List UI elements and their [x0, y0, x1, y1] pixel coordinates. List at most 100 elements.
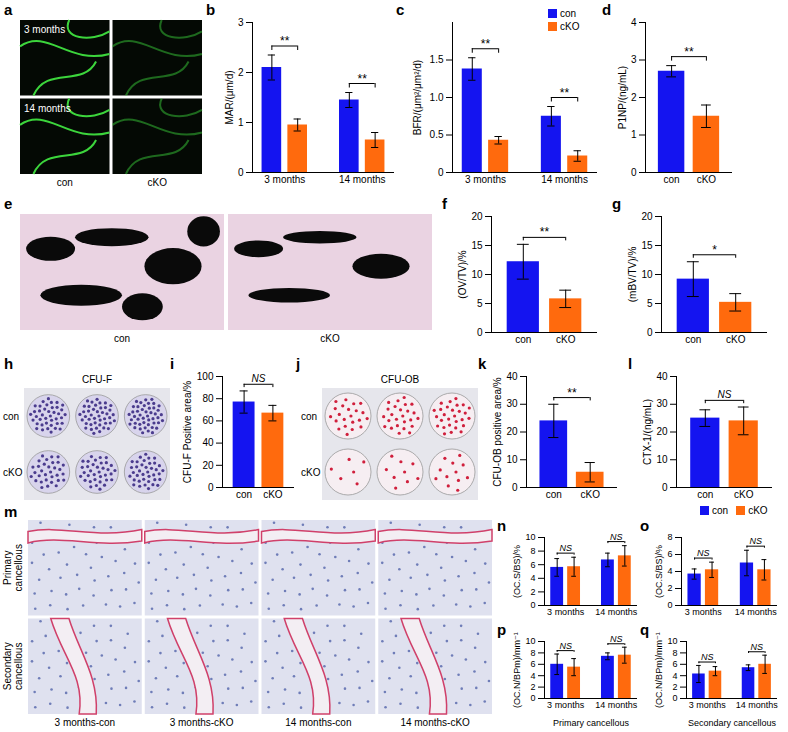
- svg-text:3 months-cKO: 3 months-cKO: [170, 717, 234, 728]
- svg-text:Secondarycancellous: Secondarycancellous: [2, 642, 24, 690]
- svg-text:(mBV/TV)/%: (mBV/TV)/%: [627, 247, 638, 303]
- svg-text:CFU-OB: CFU-OB: [381, 374, 420, 385]
- svg-text:Primary cancellous: Primary cancellous: [553, 718, 630, 728]
- svg-text:20: 20: [471, 211, 483, 222]
- svg-text:cKO: cKO: [734, 489, 754, 500]
- svg-text:NS: NS: [559, 543, 572, 553]
- svg-text:**: **: [481, 37, 491, 51]
- svg-text:con: con: [546, 489, 562, 500]
- svg-text:10: 10: [525, 532, 535, 542]
- svg-text:cKO: cKO: [697, 174, 717, 185]
- svg-text:3 months: 3 months: [689, 700, 727, 710]
- svg-text:14 months: 14 months: [736, 700, 779, 710]
- svg-text:6: 6: [672, 659, 677, 669]
- svg-text:2: 2: [530, 682, 535, 692]
- svg-text:3 months: 3 months: [547, 700, 585, 710]
- svg-text:6: 6: [530, 659, 535, 669]
- svg-text:NS: NS: [751, 642, 764, 652]
- svg-text:20: 20: [656, 426, 668, 437]
- svg-text:**: **: [540, 225, 550, 239]
- svg-text:CTX-1/(ng/mL): CTX-1/(ng/mL): [642, 399, 653, 465]
- svg-text:0: 0: [238, 167, 244, 178]
- svg-text:cKO: cKO: [726, 334, 746, 345]
- svg-text:con: con: [114, 333, 130, 344]
- svg-text:NS: NS: [701, 652, 714, 662]
- svg-text:10: 10: [471, 269, 483, 280]
- svg-text:20: 20: [506, 426, 518, 437]
- svg-text:con: con: [664, 174, 680, 185]
- svg-text:40: 40: [202, 437, 214, 448]
- svg-text:1.0: 1.0: [430, 92, 444, 103]
- svg-text:CFU-F: CFU-F: [82, 374, 112, 385]
- svg-text:con: con: [236, 489, 252, 500]
- svg-text:10: 10: [506, 454, 518, 465]
- svg-text:con: con: [697, 489, 713, 500]
- svg-text:8: 8: [530, 546, 535, 556]
- svg-text:NS: NS: [610, 532, 623, 542]
- svg-text:Secondary cancellous: Secondary cancellous: [688, 718, 777, 728]
- svg-text:3 months: 3 months: [24, 24, 65, 35]
- svg-text:5: 5: [647, 298, 653, 309]
- svg-text:3 months: 3 months: [547, 607, 585, 617]
- svg-text:1.5: 1.5: [430, 54, 444, 65]
- svg-text:100: 100: [197, 371, 214, 382]
- svg-text:14 months: 14 months: [24, 103, 71, 114]
- svg-text:*: *: [712, 243, 717, 257]
- svg-text:NS: NS: [252, 373, 266, 384]
- svg-text:20: 20: [202, 460, 214, 471]
- svg-text:NS: NS: [718, 389, 732, 400]
- svg-text:MAR/(μm/d): MAR/(μm/d): [224, 70, 235, 124]
- svg-text:14 months: 14 months: [595, 607, 638, 617]
- svg-text:(OC.N/BPm)/mm⁻¹: (OC.N/BPm)/mm⁻¹: [654, 632, 664, 708]
- svg-text:0: 0: [672, 693, 677, 703]
- svg-text:15: 15: [471, 240, 483, 251]
- svg-text:14 months: 14 months: [595, 700, 638, 710]
- svg-text:0: 0: [208, 482, 214, 493]
- svg-text:0: 0: [512, 482, 518, 493]
- svg-text:6: 6: [530, 560, 535, 570]
- svg-text:NS: NS: [559, 641, 572, 651]
- svg-text:60: 60: [202, 415, 214, 426]
- svg-text:cKO: cKO: [580, 489, 600, 500]
- svg-text:2: 2: [672, 682, 677, 692]
- svg-text:10: 10: [641, 269, 653, 280]
- svg-text:(OC.S/BS)/%: (OC.S/BS)/%: [654, 545, 664, 598]
- svg-text:CFU-F Positive area/%: CFU-F Positive area/%: [182, 381, 193, 483]
- svg-text:CFU-OB positive area/%: CFU-OB positive area/%: [492, 377, 503, 487]
- svg-text:14 months: 14 months: [735, 607, 778, 617]
- svg-text:cKO: cKO: [263, 489, 283, 500]
- svg-text:4: 4: [530, 573, 535, 583]
- svg-text:cKO: cKO: [320, 333, 340, 344]
- svg-text:2: 2: [631, 92, 637, 103]
- svg-text:0.5: 0.5: [430, 129, 444, 140]
- svg-text:3 months-con: 3 months-con: [55, 717, 116, 728]
- svg-text:3: 3: [631, 54, 637, 65]
- svg-text:4: 4: [672, 671, 677, 681]
- svg-text:1: 1: [238, 117, 244, 128]
- svg-text:Primarycancellous: Primarycancellous: [2, 544, 24, 591]
- svg-text:cKO: cKO: [556, 334, 576, 345]
- svg-text:4: 4: [631, 17, 637, 28]
- svg-text:2: 2: [530, 587, 535, 597]
- svg-text:0: 0: [667, 600, 672, 610]
- svg-text:con: con: [57, 177, 73, 188]
- svg-text:8: 8: [672, 648, 677, 658]
- svg-text:10: 10: [667, 636, 677, 646]
- svg-text:3 months: 3 months: [465, 174, 506, 185]
- svg-text:10: 10: [656, 454, 668, 465]
- svg-text:(OV/TV)/%: (OV/TV)/%: [457, 250, 468, 298]
- svg-text:3 months: 3 months: [685, 607, 723, 617]
- svg-text:40: 40: [506, 371, 518, 382]
- svg-text:(OC.N/BPm)/mm⁻¹: (OC.N/BPm)/mm⁻¹: [512, 632, 522, 708]
- svg-text:0: 0: [530, 693, 535, 703]
- svg-text:14 months-cKO: 14 months-cKO: [400, 717, 470, 728]
- svg-text:5: 5: [477, 298, 483, 309]
- svg-text:80: 80: [202, 393, 214, 404]
- svg-text:**: **: [684, 45, 694, 59]
- svg-text:1: 1: [631, 129, 637, 140]
- svg-text:15: 15: [641, 240, 653, 251]
- svg-text:**: **: [567, 386, 577, 400]
- svg-text:40: 40: [656, 371, 668, 382]
- svg-text:4: 4: [667, 566, 672, 576]
- svg-text:0: 0: [477, 327, 483, 338]
